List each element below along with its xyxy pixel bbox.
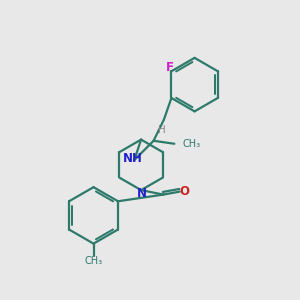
Text: N: N: [137, 187, 147, 200]
Text: NH: NH: [123, 152, 143, 164]
Text: CH₃: CH₃: [183, 139, 201, 149]
Text: H: H: [158, 125, 166, 135]
Text: O: O: [180, 185, 190, 198]
Text: F: F: [166, 61, 174, 74]
Text: CH₃: CH₃: [85, 256, 103, 266]
